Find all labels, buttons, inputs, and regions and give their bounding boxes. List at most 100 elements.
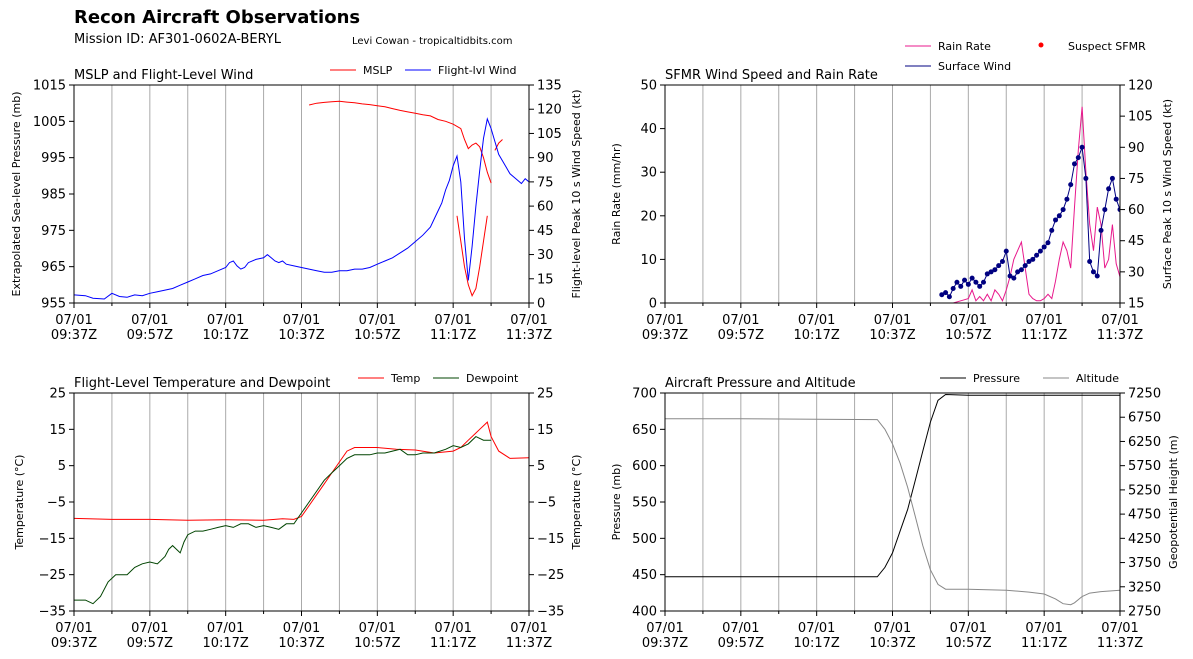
- surface-wind-point: [1113, 196, 1119, 202]
- surface-wind-point: [1068, 182, 1074, 188]
- y-tick-label: 15: [49, 423, 66, 438]
- y-tick-label: 650: [632, 423, 657, 438]
- surface-wind-point: [1090, 269, 1096, 275]
- surface-wind-point: [1087, 258, 1093, 264]
- y-right-tick-label: 0: [537, 297, 545, 312]
- y-right-tick-label: 5750: [1128, 459, 1161, 474]
- surface-wind-point: [996, 263, 1002, 269]
- y-tick-label: 5: [58, 459, 66, 474]
- surface-wind-point: [1007, 273, 1013, 279]
- surface-wind-point: [981, 279, 986, 285]
- legend-swatch: [1038, 42, 1044, 48]
- y-tick-label: 10: [640, 253, 657, 268]
- x-tick-label-date: 07/01: [207, 313, 244, 328]
- x-tick-label-time: 11:37Z: [1097, 328, 1143, 343]
- y-tick-label: 500: [632, 532, 657, 547]
- surface-wind-point: [1011, 275, 1017, 281]
- y-tick-label: −15: [39, 532, 66, 547]
- legend-label: Temp: [390, 372, 420, 385]
- y-tick-label: 965: [41, 260, 66, 275]
- x-tick-label-date: 07/01: [722, 621, 759, 636]
- x-tick-label-time: 10:17Z: [202, 636, 248, 651]
- x-tick-label-time: 11:17Z: [1021, 328, 1067, 343]
- y-tick-label: 995: [41, 151, 66, 166]
- y-right-tick-label: 5250: [1128, 483, 1161, 498]
- x-tick-label-time: 09:37Z: [642, 636, 688, 651]
- y-tick-label: 985: [41, 188, 66, 203]
- surface-wind-point: [939, 292, 945, 298]
- y-tick-label: 450: [632, 568, 657, 583]
- y-right-tick-label: 135: [537, 79, 562, 94]
- y-right-tick-label: 75: [537, 175, 554, 190]
- y-tick-label: 975: [41, 224, 66, 239]
- y-right-tick-label: 90: [1128, 141, 1145, 156]
- y-right-tick-label: 120: [537, 103, 562, 118]
- surface-wind-point: [977, 283, 983, 289]
- x-tick-label-date: 07/01: [646, 313, 683, 328]
- legend-label: MSLP: [363, 64, 393, 77]
- y-right-tick-label: 105: [1128, 110, 1153, 125]
- plot-frame: [73, 392, 530, 612]
- legend-label: Pressure: [973, 372, 1020, 385]
- y-right-tick-label: 105: [537, 127, 562, 142]
- legend-label: Rain Rate: [938, 40, 991, 53]
- surface-wind-point: [984, 271, 990, 277]
- chart-title: Aircraft Pressure and Altitude: [665, 376, 856, 391]
- surface-wind-point: [992, 267, 998, 273]
- y-right-tick-label: 4750: [1128, 508, 1161, 523]
- p3-temp-line: [74, 421, 529, 521]
- y-tick-label: 550: [632, 496, 657, 511]
- y-right-tick-label: 2750: [1128, 605, 1161, 620]
- x-tick-label-date: 07/01: [55, 313, 92, 328]
- x-tick-label-date: 07/01: [1101, 621, 1138, 636]
- surface-wind-point: [1056, 213, 1062, 219]
- y-tick-label: 0: [649, 297, 657, 312]
- surface-wind-point: [1018, 267, 1024, 273]
- surface-wind-point: [999, 258, 1005, 264]
- x-tick-label-date: 07/01: [207, 621, 244, 636]
- x-tick-label-date: 07/01: [950, 621, 987, 636]
- y-axis-label: Pressure (mb): [610, 464, 623, 541]
- y-tick-label: 40: [640, 122, 657, 137]
- x-tick-label-date: 07/01: [55, 621, 92, 636]
- p1-mslp-line: [494, 139, 503, 151]
- x-tick-label-date: 07/01: [434, 313, 471, 328]
- surface-wind-point: [962, 277, 968, 283]
- y-tick-label: −25: [39, 568, 66, 583]
- y-right-tick-label: 45: [537, 224, 554, 239]
- p1-panel: 07/0109:37Z07/0109:57Z07/0110:17Z07/0110…: [10, 64, 583, 343]
- surface-wind-point: [1102, 207, 1108, 213]
- x-tick-label-date: 07/01: [950, 313, 987, 328]
- x-tick-label-time: 10:57Z: [945, 328, 991, 343]
- surface-wind-point: [1064, 196, 1070, 202]
- y-tick-label: −5: [47, 496, 66, 511]
- x-tick-label-time: 09:57Z: [718, 636, 764, 651]
- surface-wind-point: [1083, 175, 1089, 181]
- x-tick-label-date: 07/01: [1025, 313, 1062, 328]
- surface-wind-point: [946, 294, 952, 300]
- y-tick-label: 600: [632, 459, 657, 474]
- surface-wind-point: [1072, 161, 1077, 167]
- x-tick-label-date: 07/01: [874, 621, 911, 636]
- legend-label: Altitude: [1076, 372, 1119, 385]
- y-right-tick-label: −35: [537, 605, 564, 620]
- surface-wind-point: [1094, 273, 1100, 279]
- p3-panel: 07/0109:37Z07/0109:57Z07/0110:17Z07/0110…: [13, 372, 583, 651]
- legend-label: Surface Wind: [938, 60, 1011, 73]
- y-tick-label: 20: [640, 209, 657, 224]
- x-tick-label-time: 11:17Z: [430, 636, 476, 651]
- y-tick-label: 30: [640, 166, 657, 181]
- x-tick-label-time: 10:17Z: [202, 328, 248, 343]
- x-tick-label-date: 07/01: [646, 621, 683, 636]
- x-tick-label-date: 07/01: [283, 313, 320, 328]
- p4-altitude-line: [665, 418, 1120, 606]
- p2-rain-rate-line: [953, 106, 1120, 303]
- surface-wind-point: [1106, 186, 1112, 192]
- p1-flight-lvl-wind-line: [74, 117, 529, 300]
- plot-frame: [664, 392, 1121, 612]
- y-right-tick-label: 15: [537, 423, 554, 438]
- surface-wind-point: [973, 279, 979, 285]
- surface-wind-point: [1053, 217, 1059, 223]
- surface-wind-point: [988, 269, 994, 275]
